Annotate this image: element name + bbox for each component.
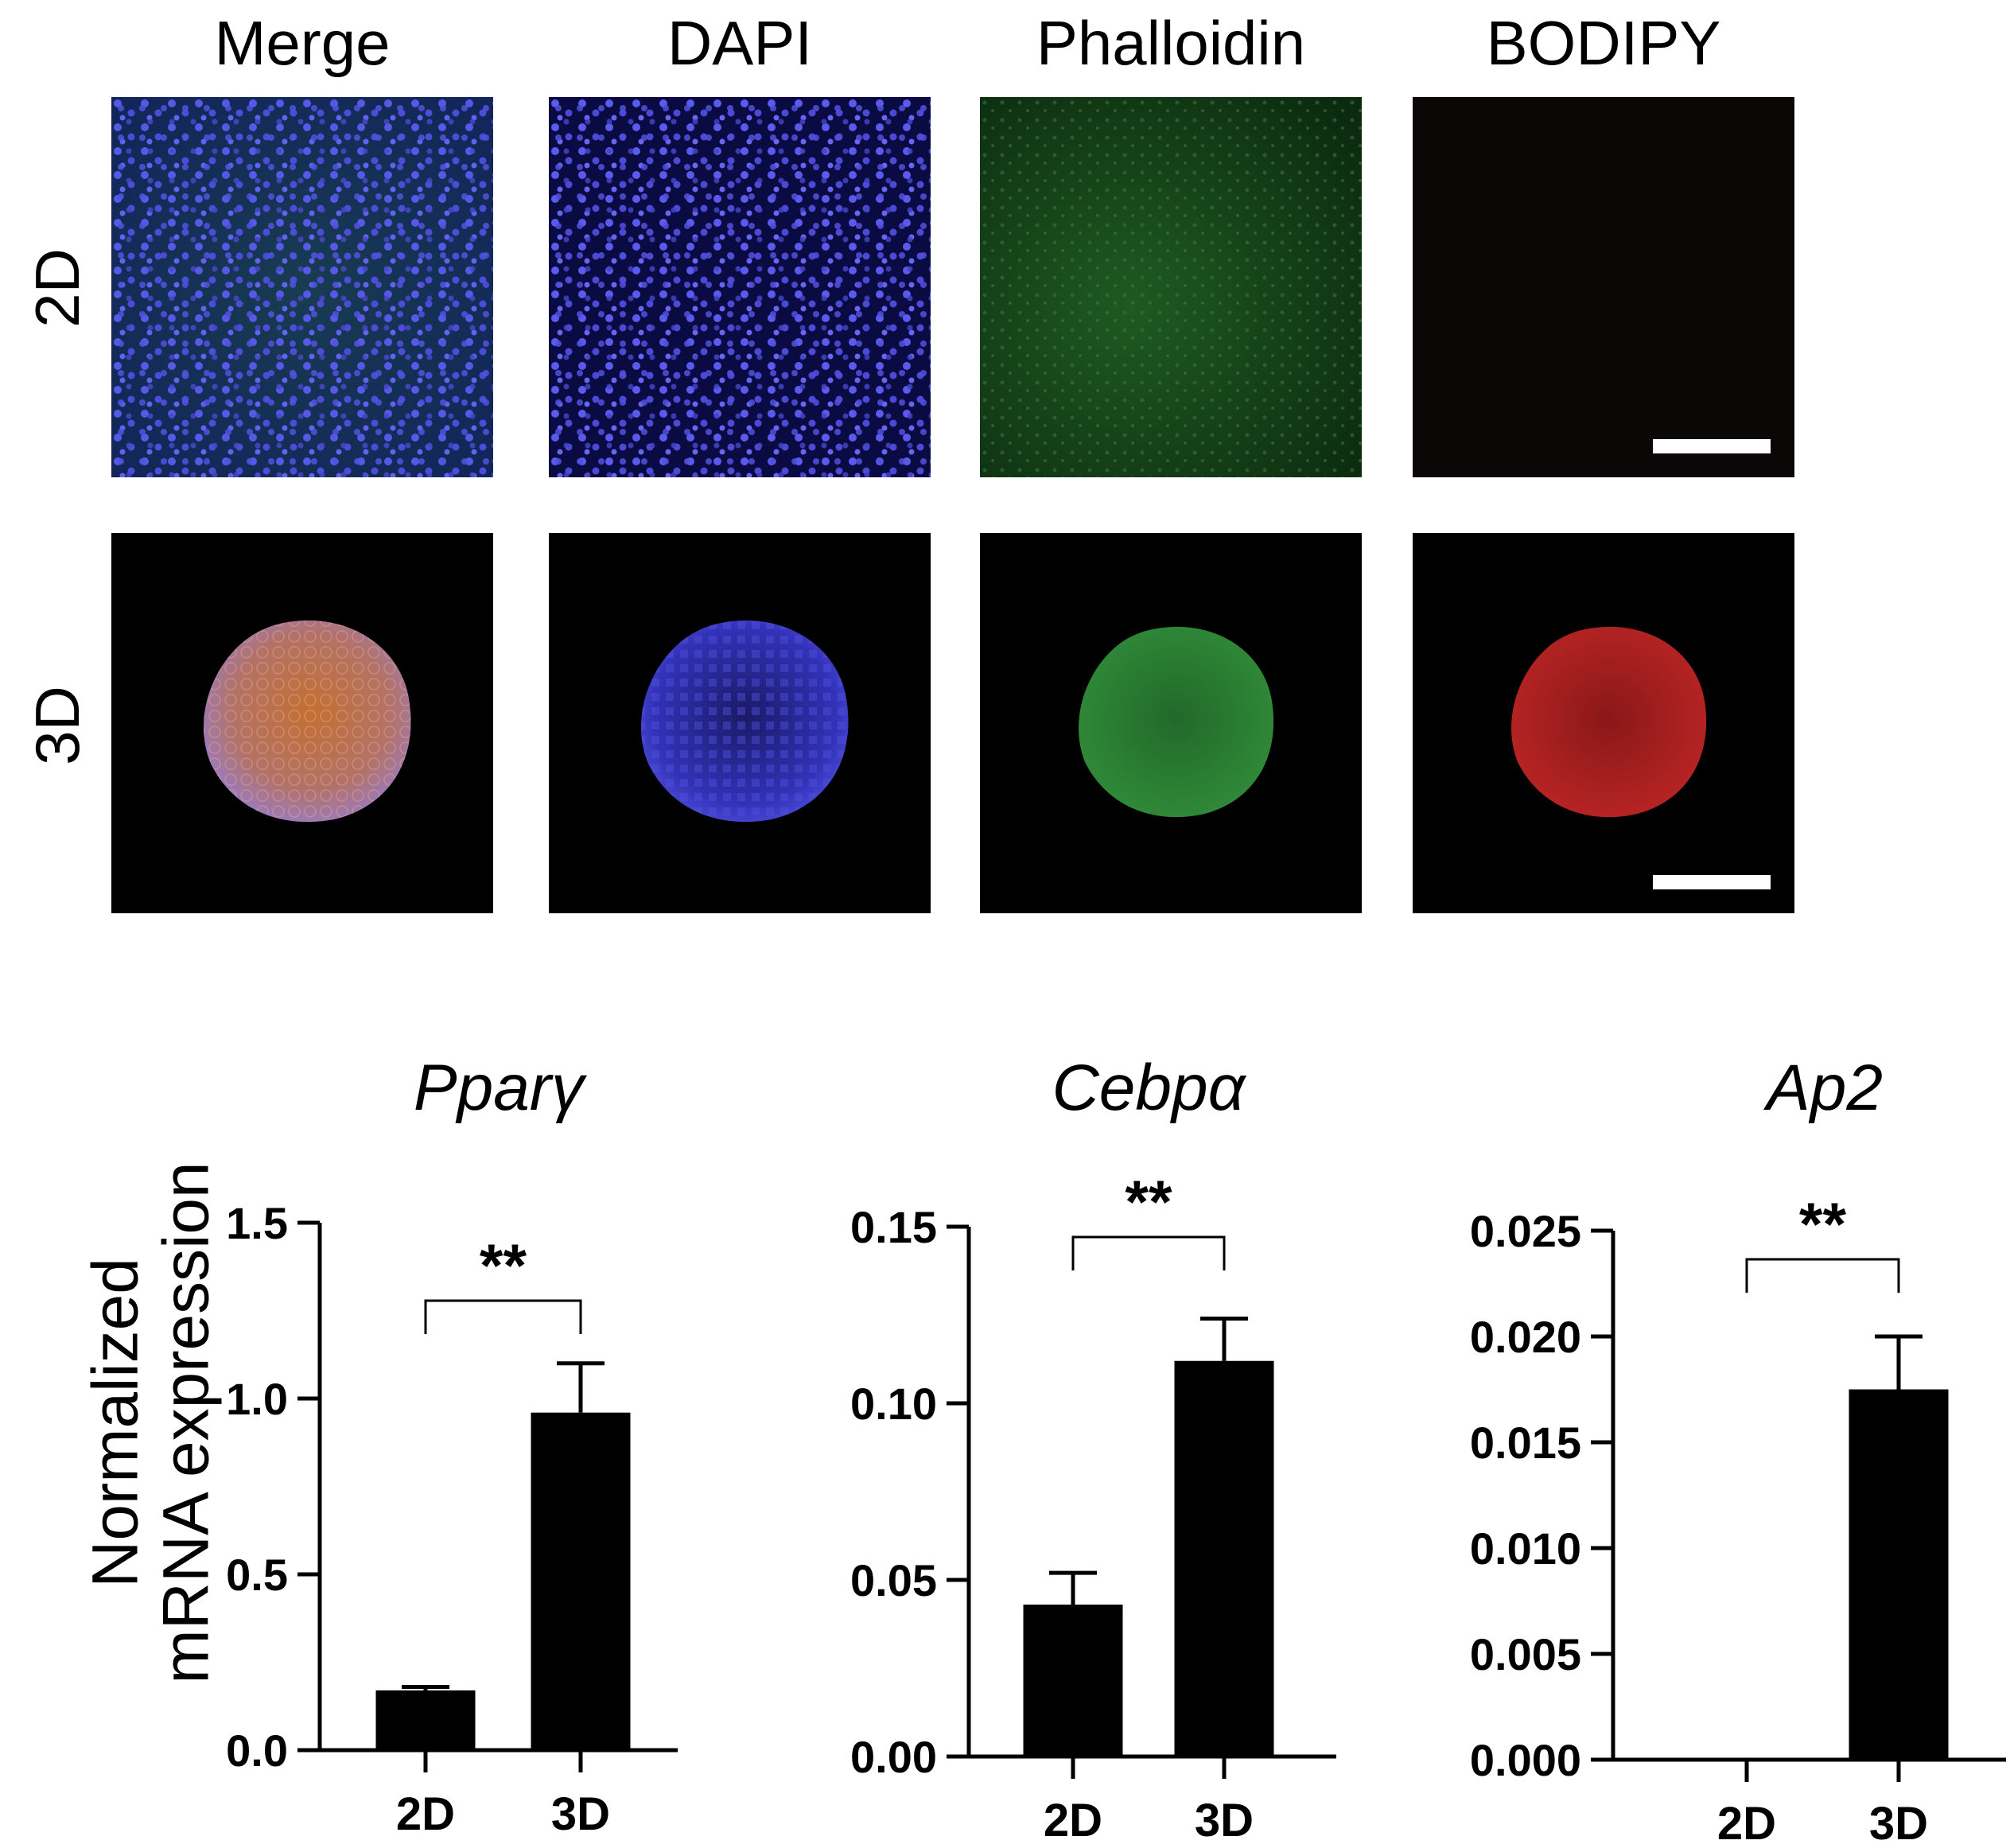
y-tick-label: 0.0 — [226, 1725, 288, 1776]
y-tick-label: 0.015 — [1470, 1418, 1581, 1468]
column-label-bodipy: BODIPY — [1486, 8, 1721, 78]
significance-label: ** — [1799, 1191, 1847, 1259]
micrograph-3d-dapi-image — [549, 533, 931, 913]
x-tick-label-3D: 3D — [551, 1788, 610, 1840]
y-tick-label: 0.020 — [1470, 1312, 1581, 1362]
y-tick-label: 0.05 — [850, 1555, 937, 1605]
y-tick-label: 0.005 — [1470, 1629, 1581, 1679]
x-tick-label-2D: 2D — [1044, 1795, 1102, 1846]
x-tick-label-3D: 3D — [1869, 1798, 1928, 1848]
micrograph-3d-merge — [111, 533, 493, 913]
scale-bar-3d — [1653, 875, 1771, 889]
micrograph-3d-phalloidin-image — [980, 533, 1362, 913]
significance-label: ** — [480, 1232, 527, 1300]
chart-1: Pparγ 0.0 0.5 1.0 1.5 2D 3D ** — [226, 1052, 678, 1840]
micrograph-3d-merge-image — [111, 533, 493, 913]
y-tick-label: 1.5 — [226, 1198, 288, 1248]
chart-title: Pparγ — [414, 1052, 587, 1124]
chart-3: Ap2 0.000 0.005 0.010 0.015 0.020 0.025 2D 3D ** — [1470, 1052, 2006, 1848]
micrograph-2d-dapi-image — [549, 97, 931, 477]
micrograph-2d-bodipy-image — [1413, 97, 1794, 477]
column-label-merge: Merge — [214, 8, 391, 78]
chart-2: Cebpα 0.00 0.05 0.10 0.15 2D 3D ** — [850, 1052, 1336, 1846]
y-tick-label: 0.000 — [1470, 1735, 1581, 1785]
bar-3D — [1849, 1389, 1949, 1760]
y-tick-label: 0.10 — [850, 1379, 937, 1429]
y-tick-label: 0.00 — [850, 1732, 937, 1782]
column-label-phalloidin: Phalloidin — [1036, 8, 1306, 78]
x-tick-label-2D: 2D — [396, 1788, 455, 1840]
micrograph-3d-dapi — [549, 533, 931, 913]
bar-2D — [375, 1690, 476, 1750]
bar-3D — [1174, 1360, 1274, 1757]
micrograph-3d-bodipy — [1413, 533, 1794, 913]
micrograph-3d-bodipy-image — [1413, 533, 1794, 913]
micrograph-2d-dapi — [549, 97, 931, 477]
y-tick-label: 0.5 — [226, 1550, 288, 1600]
x-tick-label-3D: 3D — [1195, 1795, 1254, 1846]
significance-bracket — [424, 1299, 582, 1334]
column-label-dapi: DAPI — [667, 8, 813, 78]
x-tick-label-2D: 2D — [1717, 1798, 1776, 1848]
micrograph-2d-merge-image — [111, 97, 493, 477]
bar-3D — [531, 1412, 631, 1750]
chart-title: Cebpα — [1052, 1052, 1247, 1124]
micrograph-2d-merge — [111, 97, 493, 477]
y-tick-label: 0.010 — [1470, 1523, 1581, 1574]
y-tick-label: 1.0 — [226, 1374, 288, 1424]
chart-title: Ap2 — [1763, 1052, 1883, 1124]
micrograph-3d-phalloidin — [980, 533, 1362, 913]
micrograph-2d-bodipy — [1413, 97, 1794, 477]
y-tick-label: 0.025 — [1470, 1206, 1581, 1256]
bar-2D — [1023, 1605, 1123, 1757]
significance-label: ** — [1125, 1169, 1172, 1236]
significance-bracket — [1071, 1235, 1226, 1270]
micrograph-2d-phalloidin — [980, 97, 1362, 477]
micrograph-2d-phalloidin-image — [980, 97, 1362, 477]
y-tick-label: 0.15 — [850, 1202, 937, 1252]
significance-bracket — [1745, 1258, 1900, 1293]
scale-bar-2d — [1653, 439, 1771, 453]
